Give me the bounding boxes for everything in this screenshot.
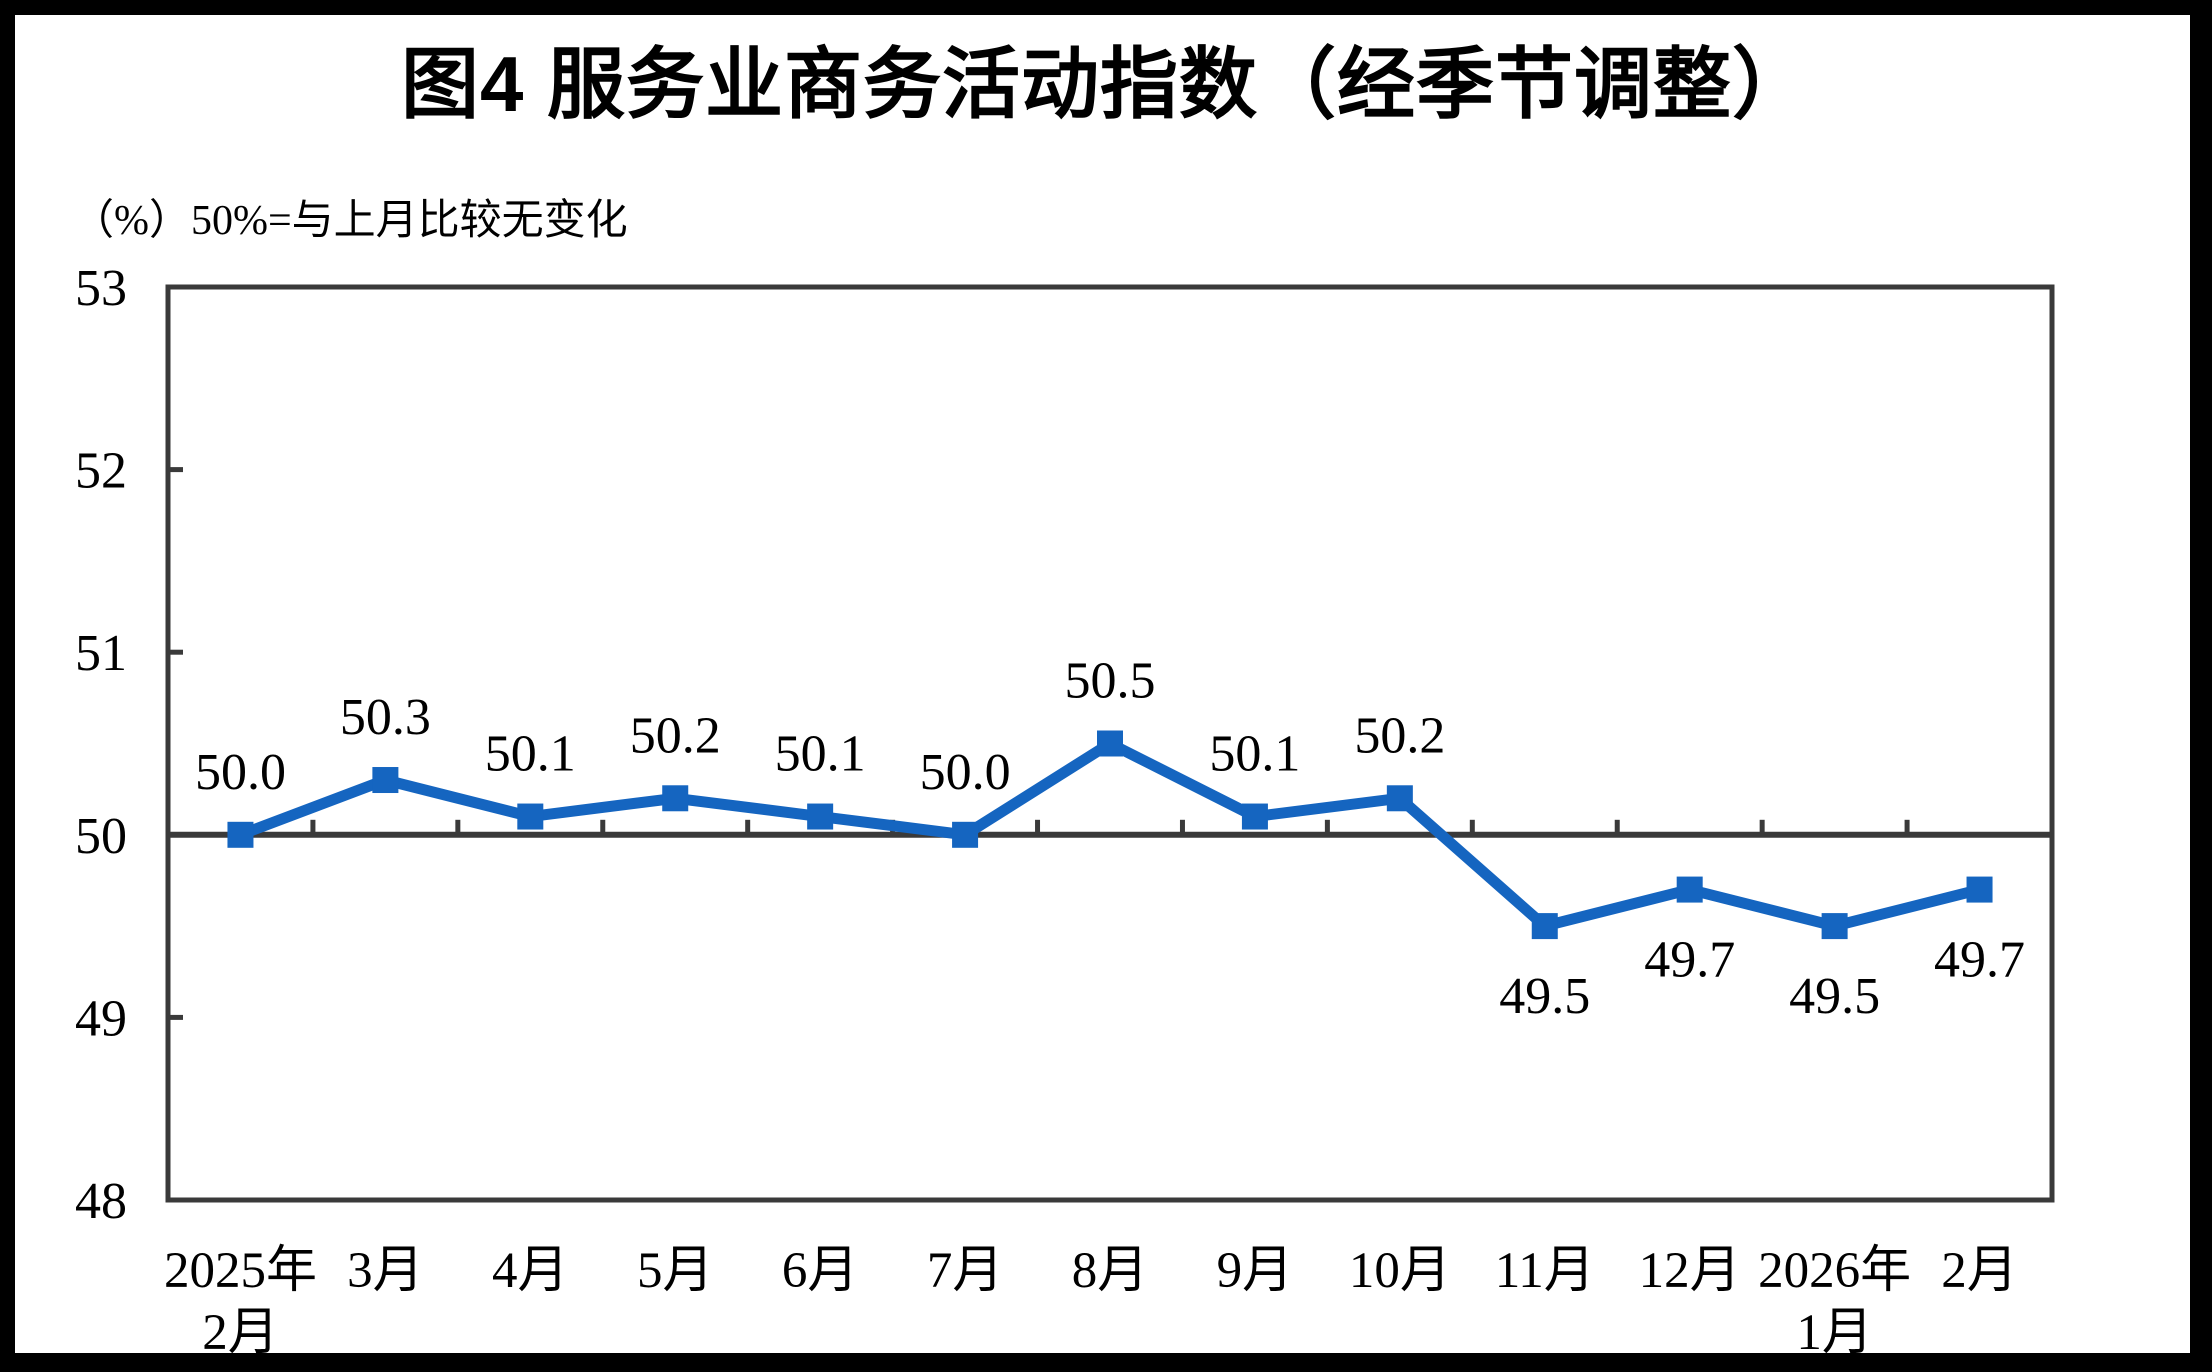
- x-axis-label: 6月: [782, 1243, 859, 1299]
- data-label: 50.5: [1065, 653, 1156, 710]
- data-label: 49.5: [1789, 968, 1880, 1025]
- data-label: 49.5: [1499, 968, 1590, 1025]
- data-label: 50.0: [195, 744, 286, 801]
- y-axis-label: 49: [75, 990, 127, 1047]
- data-label: 49.7: [1644, 932, 1735, 989]
- data-point: [1676, 876, 1703, 903]
- x-axis-label: 1月: [1796, 1305, 1873, 1361]
- y-axis-label: 51: [75, 625, 127, 682]
- data-point: [1097, 730, 1123, 757]
- data-point: [807, 803, 834, 830]
- x-axis-label: 2026年: [1758, 1243, 1911, 1299]
- x-axis-label: 2月: [1941, 1243, 2018, 1299]
- data-point: [517, 803, 544, 830]
- data-label: 50.0: [920, 744, 1011, 801]
- x-axis-label: 9月: [1217, 1243, 1294, 1299]
- data-label: 50.1: [1209, 726, 1300, 783]
- data-point: [1966, 876, 1993, 903]
- plot-border: [165, 284, 2055, 1203]
- x-axis-label: 12月: [1639, 1243, 1741, 1299]
- data-point: [1531, 913, 1558, 940]
- data-label: 50.2: [1354, 707, 1445, 764]
- data-point: [1386, 785, 1413, 812]
- x-axis-label: 7月: [927, 1243, 1004, 1299]
- x-axis-label: 3月: [347, 1243, 424, 1299]
- data-label: 50.1: [485, 726, 576, 783]
- y-axis-label: 52: [75, 443, 127, 500]
- data-label: 49.7: [1934, 932, 2025, 989]
- data-point: [372, 767, 399, 794]
- x-axis-label: 11月: [1495, 1243, 1595, 1299]
- axis-unit-note: （%）50%=与上月比较无变化: [72, 198, 628, 244]
- x-axis-label: 8月: [1072, 1243, 1149, 1299]
- data-point: [662, 785, 689, 812]
- data-label: 50.3: [340, 689, 431, 746]
- data-point: [1241, 803, 1268, 830]
- data-point: [227, 821, 254, 848]
- x-axis-label: 4月: [492, 1243, 569, 1299]
- x-axis-label: 5月: [637, 1243, 714, 1299]
- y-axis-label: 48: [75, 1173, 127, 1230]
- x-axis-label: 10月: [1349, 1243, 1451, 1299]
- y-axis-label: 53: [75, 260, 127, 317]
- data-point: [1821, 913, 1848, 940]
- x-axis-label: 2月: [202, 1305, 279, 1361]
- data-label: 50.2: [630, 707, 721, 764]
- x-axis-label: 2025年: [164, 1243, 317, 1299]
- y-axis-label: 50: [75, 808, 127, 865]
- data-label: 50.1: [775, 726, 866, 783]
- data-point: [952, 821, 979, 848]
- chart-title: 图4 服务业商务活动指数（经季节调整）: [400, 40, 1812, 128]
